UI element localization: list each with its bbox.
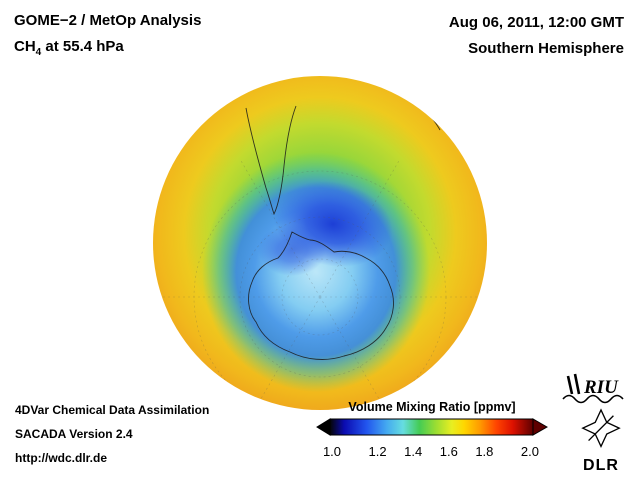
coastline-antarctica bbox=[248, 231, 394, 360]
tick-label: 1.4 bbox=[404, 444, 423, 459]
footer-info: 4DVar Chemical Data Assimilation SACADA … bbox=[15, 398, 209, 470]
colorbar-overflow-arrow bbox=[532, 418, 549, 436]
graticule bbox=[160, 158, 480, 410]
dlr-logo-text: DLR bbox=[583, 457, 619, 474]
svg-text:RIU: RIU bbox=[583, 377, 619, 398]
tick-label: 2.0 bbox=[520, 444, 539, 459]
url-label: http://wdc.dlr.de bbox=[15, 451, 107, 465]
dlr-logo: DLR bbox=[572, 406, 630, 474]
colorbar-title: Volume Mixing Ratio [ppmv] bbox=[348, 400, 516, 414]
coastline-south-america bbox=[245, 105, 297, 216]
tick-label: 1.2 bbox=[368, 444, 387, 459]
species-level-title: CH4 at 55.4 hPa bbox=[14, 38, 124, 58]
colorbar-ticks: 1.0 1.2 1.4 1.6 1.8 2.0 bbox=[323, 444, 539, 459]
analysis-title: GOME−2 / MetOp Analysis bbox=[14, 12, 202, 29]
colorbar: Volume Mixing Ratio [ppmv] bbox=[316, 400, 549, 459]
header-left: GOME−2 / MetOp Analysis CH4 at 55.4 hPa bbox=[14, 8, 201, 66]
datetime-label: Aug 06, 2011, 12:00 GMT bbox=[448, 14, 624, 31]
riu-logo-icon: RIU bbox=[562, 373, 624, 404]
tick-label: 1.6 bbox=[439, 444, 458, 459]
colorbar-underflow-arrow bbox=[316, 418, 331, 436]
vortex-deep-minimum-2 bbox=[258, 224, 326, 276]
hemisphere-label: Southern Hemisphere bbox=[468, 40, 624, 57]
tick-label: 1.0 bbox=[322, 444, 342, 459]
colorbar-scale bbox=[316, 418, 549, 436]
assimilation-label: 4DVar Chemical Data Assimilation bbox=[15, 403, 210, 417]
version-label: SACADA Version 2.4 bbox=[15, 427, 133, 441]
tick-label: 1.8 bbox=[475, 444, 494, 459]
header-right: Aug 06, 2011, 12:00 GMT Southern Hemisph… bbox=[449, 10, 624, 62]
riu-logo: RIU bbox=[561, 372, 631, 404]
species-subscript: 4 bbox=[35, 47, 42, 58]
dlr-logo-icon bbox=[581, 408, 621, 448]
